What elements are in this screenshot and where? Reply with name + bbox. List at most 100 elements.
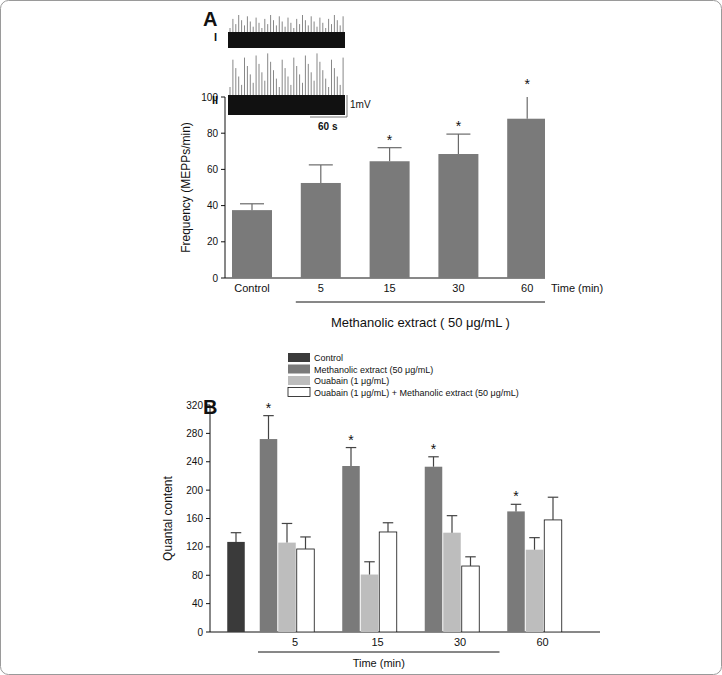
bar [507,119,545,278]
bar [227,542,245,632]
error-stem [369,562,370,575]
significance: * [431,441,437,457]
bar [361,575,379,632]
y-tick-label: 120 [186,541,203,552]
error-bar [428,457,439,467]
error-cap [447,515,458,516]
legend: ControlMethanolic extract (50 μg/mL)Ouab… [288,353,519,398]
bar [278,543,296,632]
y-tick [221,97,225,98]
bar [462,566,480,632]
legend-swatch [288,365,310,374]
error-stem [387,523,388,532]
chart-0: A020406080100Frequency (MEPPs/min)Contro… [179,8,603,330]
bar [301,183,341,278]
trace-label: II [212,94,218,106]
error-bar [383,523,394,532]
bar [544,520,562,632]
error-stem [286,523,287,542]
error-bar [240,204,264,210]
y-tick-label: 40 [192,598,204,609]
y-tick-label: 40 [207,200,219,211]
x-axis-label: Time (min) [551,282,603,294]
y-tick-label: 20 [207,236,219,247]
bar [370,161,410,278]
legend-entry: Ouabain (1 μg/mL) [314,376,389,386]
bar [425,467,443,632]
y-tick [206,461,210,462]
legend-swatch [288,353,310,362]
error-bar [300,537,311,549]
x-tick-label: 15 [383,282,395,294]
frame [1,1,722,675]
x-axis-label: Time (min) [353,657,405,669]
error-bar [515,97,539,119]
x-tick-label: 30 [452,282,464,294]
error-bar [346,448,357,466]
marks [227,416,562,632]
legend-entry: Methanolic extract (50 μg/mL) [314,365,433,375]
error-bar [529,538,540,550]
scale-bar [310,95,347,117]
error-bar [446,134,470,154]
error-cap [300,536,311,537]
significance: * [456,118,462,134]
legend-swatch [288,376,310,385]
bar [342,466,360,632]
y-tick-label: 0 [197,627,203,638]
scale-label: 1mV [350,99,371,110]
x-tick-label: 15 [371,636,383,648]
bar [443,533,461,632]
bar [507,511,525,632]
error-bar [378,148,402,162]
error-cap [282,523,293,524]
error-stem [235,533,236,542]
y-tick [221,133,225,134]
x-tick-label: 5 [318,282,324,294]
legend-entry: Ouabain (1 μg/mL) + Methanolic extract (… [314,388,519,398]
error-stem [268,416,269,439]
error-cap [548,497,559,498]
chart-1: B04080120160200240280320Quantal content5… [161,353,600,669]
y-tick-label: 160 [186,513,203,524]
error-cap [309,164,333,165]
marks [232,97,545,278]
y-tick [206,546,210,547]
error-bar [511,504,522,511]
error-stem [451,516,452,533]
x-tick-label: 60 [521,282,533,294]
significance: * [266,400,272,416]
error-bar [447,516,458,533]
bar [379,532,397,632]
error-stem [470,557,471,566]
error-cap [465,556,476,557]
y-tick [206,490,210,491]
error-stem [251,204,252,210]
legend-swatch [288,388,310,397]
y-tick [206,632,210,633]
significance: * [348,432,354,448]
error-bar [465,557,476,566]
y-tick-label: 320 [186,400,203,411]
error-bar [263,416,274,439]
x-tick-label: 5 [292,636,298,648]
y-tick [206,518,210,519]
error-cap [529,537,540,538]
trace-body [228,32,345,48]
y-tick-label: 200 [186,485,203,496]
group-line [296,302,545,303]
bar [438,154,478,278]
x-tick-label: 30 [454,636,466,648]
y-tick [206,405,210,406]
trace-label: I [214,31,217,43]
error-bar [309,165,333,183]
error-stem [527,97,528,119]
error-stem [458,134,459,154]
y-tick [221,241,225,242]
error-bar [364,562,375,575]
bar [526,550,544,632]
y-tick-label: 0 [212,273,218,284]
group-label: Methanolic extract ( 50 μg/mL ) [331,315,510,330]
marks-labels: **** [266,400,520,505]
error-bar [282,523,293,542]
